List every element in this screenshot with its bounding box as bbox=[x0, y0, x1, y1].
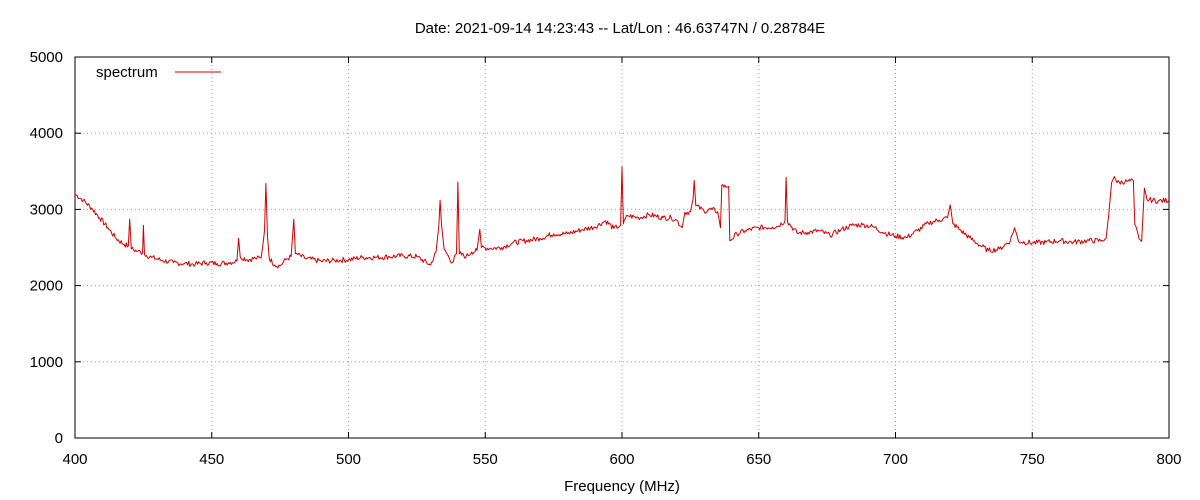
y-tick-label: 4000 bbox=[30, 125, 63, 142]
series-line-spectrum bbox=[74, 166, 1170, 269]
x-tick-label: 450 bbox=[199, 451, 224, 468]
x-tick-label: 700 bbox=[883, 451, 908, 468]
y-tick-label: 2000 bbox=[30, 278, 63, 295]
y-tick-label: 1000 bbox=[30, 354, 63, 371]
x-tick-label: 500 bbox=[336, 451, 361, 468]
x-axis-label: Frequency (MHz) bbox=[564, 478, 680, 495]
x-tick-label: 550 bbox=[473, 451, 498, 468]
x-tick-label: 400 bbox=[62, 451, 87, 468]
x-tick-label: 750 bbox=[1020, 451, 1045, 468]
x-tick-label: 650 bbox=[746, 451, 771, 468]
legend-label-spectrum: spectrum bbox=[96, 64, 158, 81]
x-tick-label: 600 bbox=[609, 451, 634, 468]
y-tick-label: 0 bbox=[55, 430, 63, 447]
series-layer bbox=[74, 166, 1170, 269]
legend: spectrum bbox=[96, 64, 221, 81]
y-tick-label: 3000 bbox=[30, 201, 63, 218]
ticks: 400 450 500 550 600 650 700 750 800 0 1000 2000 3000… bbox=[30, 49, 1182, 468]
y-tick-label: 5000 bbox=[30, 49, 63, 66]
x-tick-label: 800 bbox=[1156, 451, 1181, 468]
chart-title: Date: 2021-09-14 14:23:43 -- Lat/Lon : 4… bbox=[415, 20, 825, 37]
